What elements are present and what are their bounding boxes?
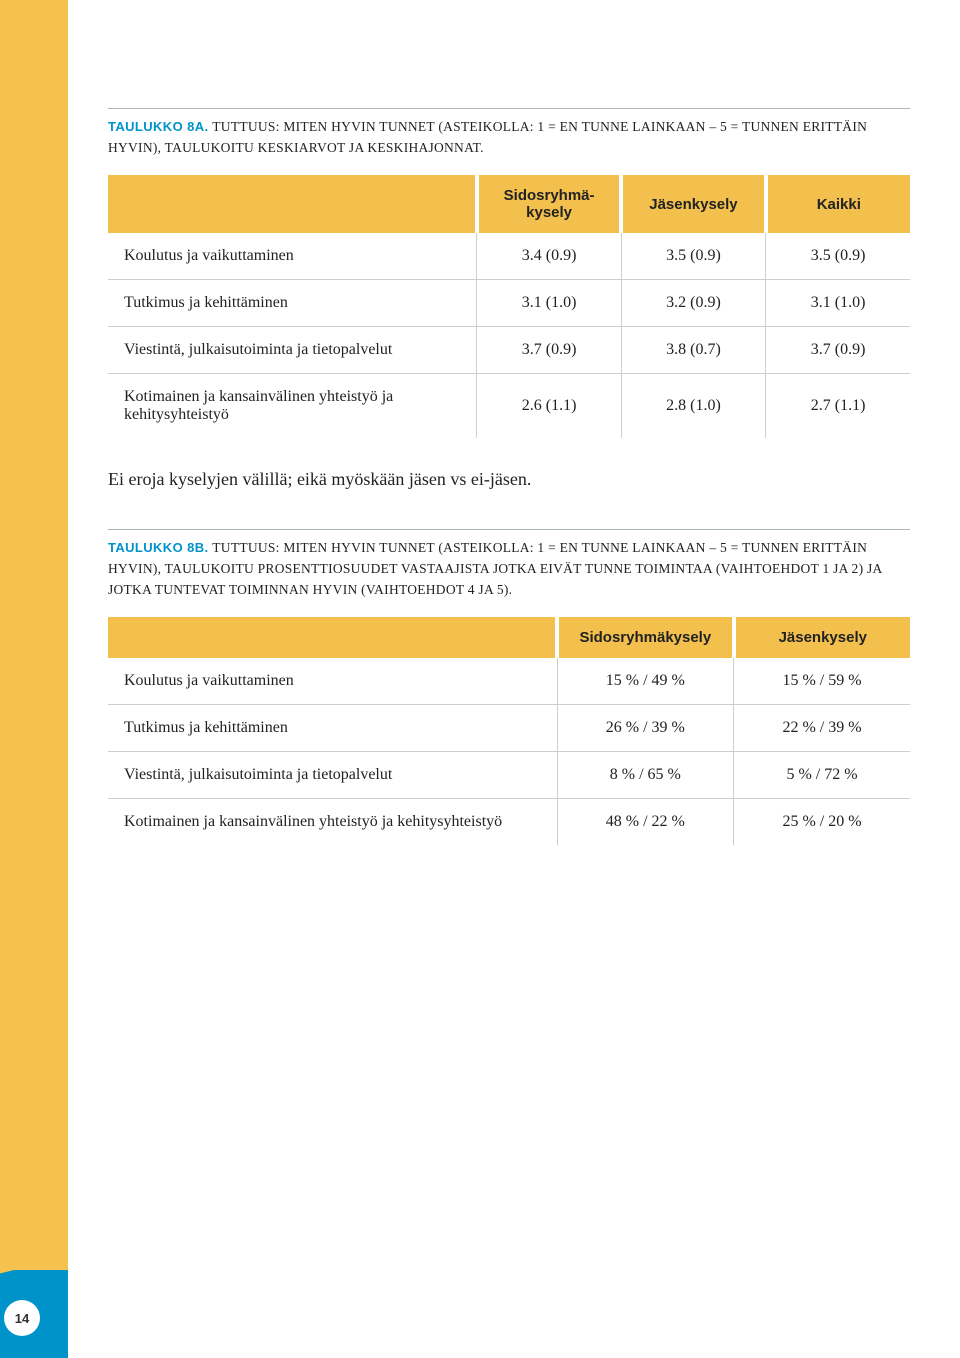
table-8b-h0 bbox=[108, 617, 557, 658]
cell: 2.6 (1.1) bbox=[477, 374, 621, 439]
table-8b-h1: Sidosryhmäkysely bbox=[557, 617, 733, 658]
cell: Koulutus ja vaikuttaminen bbox=[108, 233, 477, 280]
caption-8b-label: TAULUKKO 8B. bbox=[108, 540, 209, 555]
rule-top-8b bbox=[108, 529, 910, 530]
section-8b: TAULUKKO 8B. TUTTUUS: MITEN HYVIN TUNNET… bbox=[108, 529, 910, 845]
caption-8b: TAULUKKO 8B. TUTTUUS: MITEN HYVIN TUNNET… bbox=[108, 538, 910, 601]
table-8a-header-row: Sidosryhmä- kysely Jäsenkysely Kaikki bbox=[108, 175, 910, 233]
caption-8b-text: TUTTUUS: MITEN HYVIN TUNNET (ASTEIKOLLA:… bbox=[108, 540, 882, 597]
table-row: Tutkimus ja kehittäminen 3.1 (1.0) 3.2 (… bbox=[108, 280, 910, 327]
cell: Kotimainen ja kansainvälinen yhteistyö j… bbox=[108, 374, 477, 439]
caption-8a: TAULUKKO 8A. TUTTUUS: MITEN HYVIN TUNNET… bbox=[108, 117, 910, 159]
table-row: Kotimainen ja kansainvälinen yhteistyö j… bbox=[108, 799, 910, 846]
cell: Tutkimus ja kehittäminen bbox=[108, 280, 477, 327]
body-paragraph: Ei eroja kyselyjen välillä; eikä myöskää… bbox=[108, 466, 910, 493]
cell: 3.5 (0.9) bbox=[766, 233, 910, 280]
cell: 3.7 (0.9) bbox=[766, 327, 910, 374]
page-number: 14 bbox=[4, 1300, 40, 1336]
cell: Koulutus ja vaikuttaminen bbox=[108, 658, 557, 705]
cell: 5 % / 72 % bbox=[734, 752, 910, 799]
cell: 25 % / 20 % bbox=[734, 799, 910, 846]
cell: Tutkimus ja kehittäminen bbox=[108, 705, 557, 752]
caption-8a-label: TAULUKKO 8A. bbox=[108, 119, 209, 134]
table-8a-h3: Kaikki bbox=[766, 175, 910, 233]
caption-8a-text: TUTTUUS: MITEN HYVIN TUNNET (ASTEIKOLLA:… bbox=[108, 119, 867, 155]
cell: 22 % / 39 % bbox=[734, 705, 910, 752]
table-row: Koulutus ja vaikuttaminen 3.4 (0.9) 3.5 … bbox=[108, 233, 910, 280]
cell: 3.4 (0.9) bbox=[477, 233, 621, 280]
table-row: Viestintä, julkaisutoiminta ja tietopalv… bbox=[108, 327, 910, 374]
cell: 3.8 (0.7) bbox=[621, 327, 765, 374]
cell: 15 % / 49 % bbox=[557, 658, 733, 705]
cell: Kotimainen ja kansainvälinen yhteistyö j… bbox=[108, 799, 557, 846]
rule-top-8a bbox=[108, 108, 910, 109]
cell: 2.8 (1.0) bbox=[621, 374, 765, 439]
table-row: Koulutus ja vaikuttaminen 15 % / 49 % 15… bbox=[108, 658, 910, 705]
sidebar-yellow bbox=[0, 0, 68, 1358]
cell: 26 % / 39 % bbox=[557, 705, 733, 752]
cell: 8 % / 65 % bbox=[557, 752, 733, 799]
cell: 48 % / 22 % bbox=[557, 799, 733, 846]
table-8a-h1: Sidosryhmä- kysely bbox=[477, 175, 621, 233]
cell: 3.1 (1.0) bbox=[477, 280, 621, 327]
cell: 3.5 (0.9) bbox=[621, 233, 765, 280]
cell: Viestintä, julkaisutoiminta ja tietopalv… bbox=[108, 327, 477, 374]
table-row: Kotimainen ja kansainvälinen yhteistyö j… bbox=[108, 374, 910, 439]
table-8a-h2: Jäsenkysely bbox=[621, 175, 765, 233]
table-8b: Sidosryhmäkysely Jäsenkysely Koulutus ja… bbox=[108, 617, 910, 845]
cell: 3.2 (0.9) bbox=[621, 280, 765, 327]
table-row: Viestintä, julkaisutoiminta ja tietopalv… bbox=[108, 752, 910, 799]
table-8a: Sidosryhmä- kysely Jäsenkysely Kaikki Ko… bbox=[108, 175, 910, 438]
table-row: Tutkimus ja kehittäminen 26 % / 39 % 22 … bbox=[108, 705, 910, 752]
table-8b-header-row: Sidosryhmäkysely Jäsenkysely bbox=[108, 617, 910, 658]
cell: Viestintä, julkaisutoiminta ja tietopalv… bbox=[108, 752, 557, 799]
table-8b-h2: Jäsenkysely bbox=[734, 617, 910, 658]
page-content: TAULUKKO 8A. TUTTUUS: MITEN HYVIN TUNNET… bbox=[108, 108, 910, 845]
cell: 3.7 (0.9) bbox=[477, 327, 621, 374]
cell: 3.1 (1.0) bbox=[766, 280, 910, 327]
cell: 2.7 (1.1) bbox=[766, 374, 910, 439]
cell: 15 % / 59 % bbox=[734, 658, 910, 705]
table-8a-h0 bbox=[108, 175, 477, 233]
